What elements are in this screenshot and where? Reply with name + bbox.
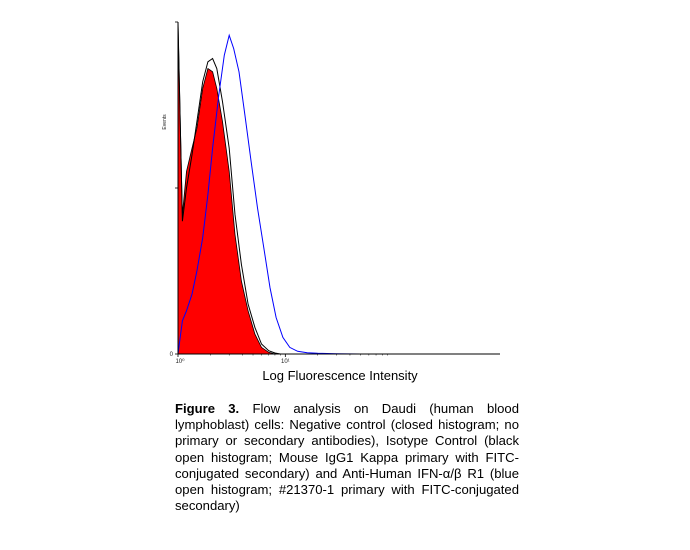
- ticks-layer: 10⁰ 10¹ 0: [170, 21, 389, 365]
- figure-caption-text: Flow analysis on Daudi (human blood lymp…: [175, 401, 519, 514]
- figure-caption-label: Figure 3.: [175, 401, 240, 416]
- series-anti-human-ifn-r1: [177, 33, 361, 355]
- x-tick-label: 10⁰: [175, 358, 185, 365]
- y-tick-label: 0: [170, 352, 174, 358]
- figure-caption: Figure 3. Flow analysis on Daudi (human …: [175, 401, 519, 514]
- series-isotype-control: [177, 21, 281, 355]
- x-tick-label: 10¹: [281, 359, 290, 365]
- histogram-chart: 10⁰ 10¹ 0 Events Log Fluorescence Intensit…: [162, 21, 500, 383]
- series-layer: [177, 21, 361, 355]
- y-axis-label: Events: [162, 114, 168, 130]
- series-negative-control: [177, 21, 276, 355]
- x-axis-label: Log Fluorescence Intensity: [262, 368, 418, 383]
